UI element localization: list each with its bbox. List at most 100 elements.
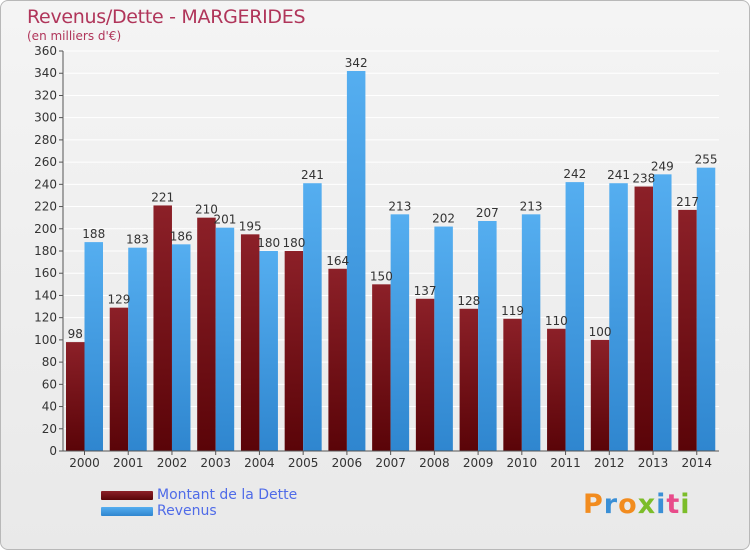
y-tick-label: 40: [42, 400, 57, 414]
x-tick-label: 2011: [550, 456, 581, 470]
revenus-bar: [346, 71, 366, 451]
dette-bar: [66, 342, 85, 451]
chart-subtitle: (en milliers d'€): [27, 29, 122, 43]
logo-letter: i: [680, 489, 691, 520]
dette-bar: [415, 298, 435, 451]
dette-value-label: 217: [676, 195, 699, 209]
revenus-bar: [434, 226, 453, 451]
x-tick-label: 2007: [375, 456, 406, 470]
legend: Montant de la Dette Revenus: [101, 487, 297, 519]
logo-letter: t: [666, 489, 681, 520]
dette-value-label: 195: [239, 219, 262, 233]
y-tick-label: 0: [49, 444, 57, 458]
dette-value-label: 119: [501, 304, 524, 318]
dette-value-label: 100: [589, 325, 612, 339]
revenus-value-label: 207: [476, 206, 499, 220]
x-axis-ticks: 2000 2001 2002 2003 2004 2005 2006 2007 2008 2009…: [69, 451, 712, 470]
revenus-value-label: 242: [563, 167, 586, 181]
y-tick-label: 180: [34, 244, 57, 258]
legend-item-revenus: Revenus: [101, 503, 297, 519]
dette-bar: [590, 339, 610, 451]
y-tick-label: 220: [34, 200, 57, 214]
revenus-bar: [609, 183, 628, 451]
y-tick-label: 360: [34, 44, 57, 58]
revenus-bar: [521, 214, 541, 451]
dette-value-label: 128: [457, 294, 480, 308]
x-tick-label: 2000: [69, 456, 100, 470]
revenus-bar: [215, 227, 235, 451]
y-tick-label: 160: [34, 266, 57, 280]
revenus-value-label: 249: [651, 159, 674, 173]
revenus-value-label: 255: [695, 153, 718, 167]
y-tick-label: 200: [34, 222, 57, 236]
y-axis-ticks: 0 20 40 60 80 100 120 140 160 180 200 220 240 260 280 3…: [34, 44, 57, 458]
x-tick-label: 2004: [244, 456, 275, 470]
x-tick-label: 2014: [681, 456, 712, 470]
x-tick-label: 2009: [463, 456, 494, 470]
revenus-bar: [84, 242, 103, 451]
y-tick-label: 300: [34, 111, 57, 125]
dette-bar: [240, 234, 260, 451]
y-tick-label: 120: [34, 311, 57, 325]
revenus-value-label: 241: [607, 168, 630, 182]
revenus-value-label: 201: [213, 213, 236, 227]
logo-letter: i: [656, 489, 667, 520]
legend-label-revenus: Revenus: [157, 503, 217, 519]
dette-value-label: 221: [151, 190, 174, 204]
dette-value-label: 210: [195, 203, 218, 217]
dette-bar: [372, 284, 391, 451]
revenus-value-label: 188: [82, 227, 105, 241]
x-tick-label: 2013: [638, 456, 669, 470]
revenus-value-label: 213: [520, 199, 543, 213]
dette-value-label: 180: [282, 236, 305, 250]
logo-letter: r: [603, 489, 619, 520]
legend-label-dette: Montant de la Dette: [157, 487, 298, 503]
bars: [66, 71, 716, 452]
revenus-bar: [696, 167, 716, 451]
x-tick-label: 2005: [288, 456, 319, 470]
y-tick-label: 260: [34, 155, 57, 169]
revenus-bar: [390, 214, 410, 451]
y-tick-label: 340: [34, 66, 57, 80]
revenus-value-label: 241: [301, 168, 324, 182]
revenus-bar: [653, 174, 672, 452]
logo-letter: P: [583, 489, 604, 520]
revenus-value-label: 202: [432, 212, 455, 226]
logo-letter: x: [637, 489, 657, 520]
x-tick-label: 2010: [507, 456, 538, 470]
x-tick-label: 2003: [200, 456, 231, 470]
legend-item-dette: Montant de la Dette: [101, 487, 297, 503]
revenus-bar: [259, 251, 278, 451]
proxiti-logo: Proxiti: [583, 489, 691, 520]
y-tick-label: 320: [34, 88, 57, 102]
y-tick-label: 20: [42, 422, 57, 436]
y-tick-label: 280: [34, 133, 57, 147]
dette-bar: [109, 307, 129, 451]
revenus-value-label: 342: [345, 56, 368, 70]
dette-value-label: 238: [632, 172, 655, 186]
revenus-bar: [565, 182, 585, 451]
y-tick-label: 100: [34, 333, 57, 347]
dette-bar: [328, 268, 347, 451]
y-tick-label: 140: [34, 288, 57, 302]
dette-bar: [547, 328, 566, 451]
revenus-bar: [303, 183, 322, 451]
x-tick-label: 2012: [594, 456, 625, 470]
dette-value-label: 98: [68, 327, 83, 341]
dette-bar: [634, 186, 654, 452]
revenus-bar: [128, 247, 147, 451]
dark-red-gradient-swatch-icon: [101, 490, 153, 500]
y-tick-label: 60: [42, 377, 57, 391]
logo-letter: o: [618, 489, 638, 520]
revenus-value-label: 186: [170, 229, 193, 243]
x-tick-label: 2006: [332, 456, 363, 470]
revenus-value-label: 180: [257, 236, 280, 250]
dette-value-label: 129: [108, 293, 131, 307]
x-tick-label: 2002: [157, 456, 188, 470]
dette-value-label: 164: [326, 254, 349, 268]
dette-bar: [459, 308, 479, 451]
dette-bar: [153, 205, 172, 451]
